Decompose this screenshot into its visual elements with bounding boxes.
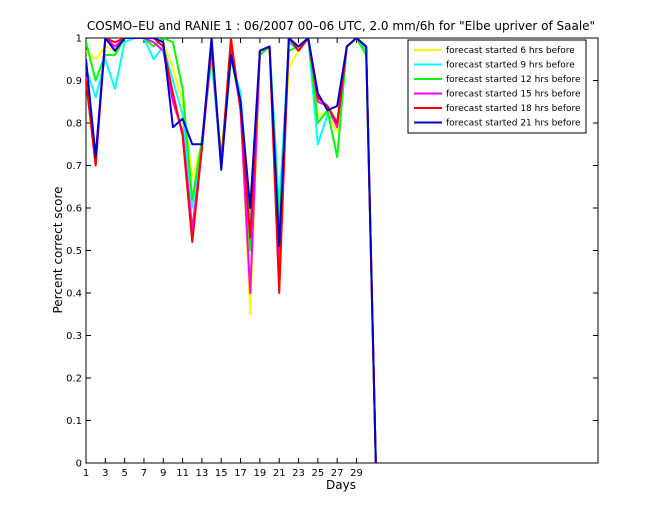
legend-label: forecast started 6 hrs before	[446, 46, 575, 56]
legend: forecast started 6 hrs before forecast st…	[407, 39, 587, 134]
y-tick-label: 0.2	[66, 374, 82, 385]
x-tick-label: 15	[215, 468, 228, 479]
y-tick-label: 0.1	[66, 416, 82, 427]
y-tick-label: 0.6	[66, 204, 82, 215]
legend-box	[407, 39, 587, 134]
x-tick-label: 19	[254, 468, 267, 479]
y-tick-label: 0.3	[66, 331, 82, 342]
x-tick-label: 9	[160, 468, 166, 479]
series-line-6	[86, 38, 377, 463]
x-tick-label: 17	[234, 468, 247, 479]
y-tick-label: 0	[76, 459, 82, 470]
x-axis-label: Days	[326, 478, 356, 492]
legend-label: forecast started 15 hrs before	[446, 90, 581, 100]
chart-title: COSMO–EU and RANIE 1 : 06/2007 00–06 UTC…	[87, 19, 595, 33]
y-tick-label: 1	[76, 34, 82, 45]
x-tick-label: 11	[176, 468, 189, 479]
x-tick-label: 23	[292, 468, 305, 479]
x-tick-label: 7	[141, 468, 147, 479]
series-line-5	[86, 38, 377, 463]
x-tick-label: 3	[102, 468, 108, 479]
x-tick-label: 29	[350, 468, 363, 479]
x-tick-label: 1	[83, 468, 89, 479]
legend-label: forecast started 18 hrs before	[446, 104, 581, 114]
legend-label: forecast started 9 hrs before	[446, 61, 575, 71]
y-tick-label: 0.9	[66, 76, 82, 87]
y-tick-label: 0.5	[66, 246, 82, 257]
y-tick-label: 0.8	[66, 119, 82, 130]
legend-label: forecast started 12 hrs before	[446, 75, 581, 85]
legend-label: forecast started 21 hrs before	[446, 119, 581, 129]
y-tick-label: 0.7	[66, 161, 82, 172]
x-tick-label: 5	[121, 468, 127, 479]
y-axis-label: Percent correct score	[51, 186, 65, 313]
x-tick-label: 13	[196, 468, 209, 479]
y-tick-label: 0.4	[66, 289, 82, 300]
x-tick-label: 25	[311, 468, 324, 479]
x-tick-label: 21	[273, 468, 286, 479]
x-tick-label: 27	[331, 468, 344, 479]
series-lines	[86, 38, 377, 463]
